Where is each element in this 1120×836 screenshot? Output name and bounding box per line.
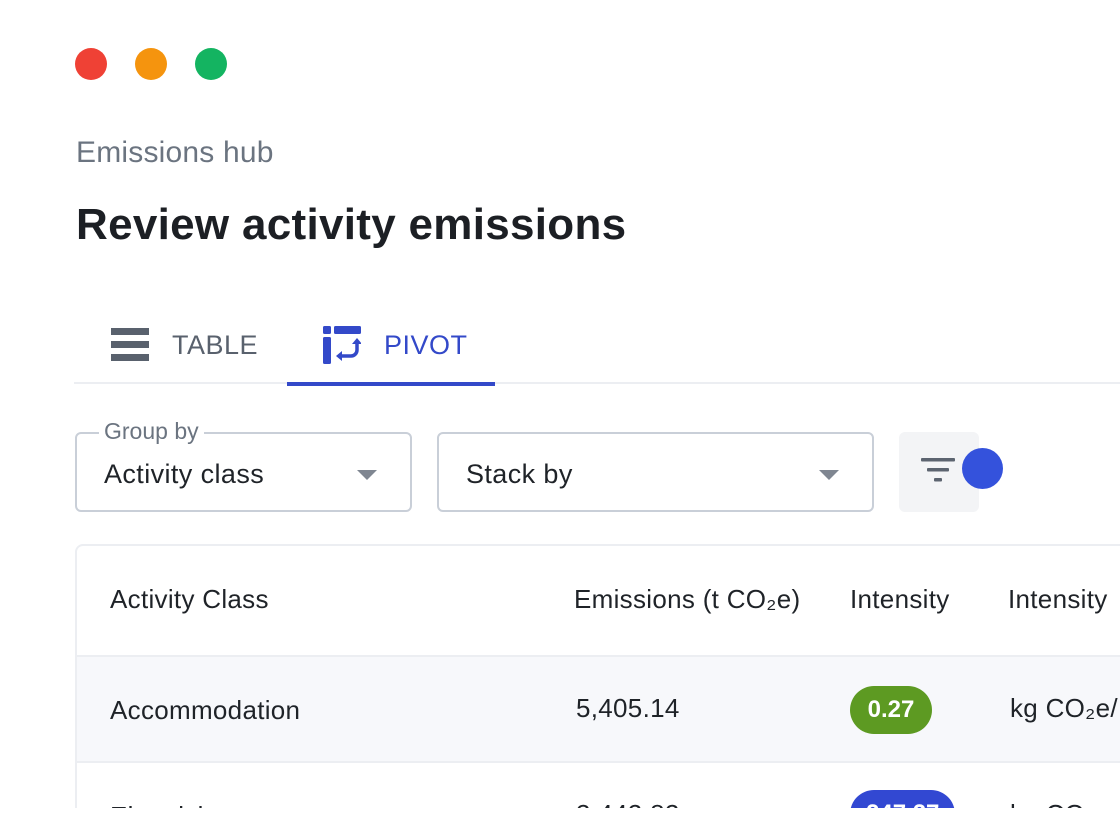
filter-icon (921, 457, 955, 487)
cell-emissions: 5,405.14 (576, 693, 680, 723)
table-row[interactable]: Electricity 3,442.82 247.27 kg CO₂ (77, 763, 1120, 812)
cell-intensity-unit: kg CO₂e/ (1010, 693, 1118, 723)
window-close-button[interactable] (75, 48, 107, 80)
window-maximize-button[interactable] (195, 48, 227, 80)
window-minimize-button[interactable] (135, 48, 167, 80)
stack-by-value: Stack by (466, 459, 573, 489)
page-title: Review activity emissions (76, 200, 627, 249)
tab-pivot[interactable]: PIVOT (287, 306, 495, 386)
chevron-down-icon (819, 470, 839, 480)
cell-activity-class: Electricity (110, 801, 225, 812)
group-by-select[interactable]: Group by Activity class (75, 418, 412, 512)
column-header-activity-class[interactable]: Activity Class (110, 584, 269, 614)
filter-active-indicator (962, 448, 1003, 489)
table-header: Activity Class Emissions (t CO₂e) Intens… (77, 546, 1120, 657)
view-tabs: TABLE PIVOT (74, 306, 1120, 386)
column-header-intensity[interactable]: Intensity (850, 584, 950, 614)
tab-table[interactable]: TABLE (110, 306, 258, 384)
column-header-intensity-unit[interactable]: Intensity (1008, 584, 1108, 614)
pivot-table-icon (322, 325, 362, 365)
chevron-down-icon (357, 470, 377, 480)
cell-activity-class: Accommodation (110, 695, 301, 725)
column-header-emissions[interactable]: Emissions (t CO₂e) (574, 584, 801, 614)
tab-pivot-label: PIVOT (384, 329, 468, 360)
bottom-cutoff (0, 808, 1120, 836)
tab-table-label: TABLE (172, 329, 259, 360)
pivot-table: Activity Class Emissions (t CO₂e) Intens… (75, 544, 1120, 814)
table-rows-icon (110, 325, 150, 365)
group-by-value: Activity class (104, 459, 265, 489)
table-row[interactable]: Accommodation 5,405.14 0.27 kg CO₂e/ (77, 657, 1120, 763)
intensity-badge: 0.27 (850, 686, 932, 734)
group-by-label: Group by (99, 418, 204, 445)
stack-by-select[interactable]: Stack by (437, 432, 874, 512)
breadcrumb[interactable]: Emissions hub (76, 136, 274, 169)
